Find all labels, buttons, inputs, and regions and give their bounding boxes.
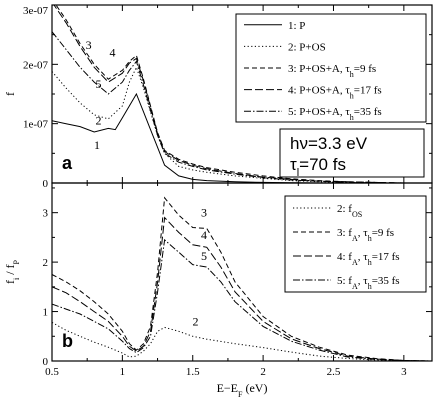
y-tick-label: 3e-07 [23,5,49,17]
series-line-3 [52,196,432,361]
curve-label: 4 [201,228,207,242]
x-tick-label: 3 [401,366,407,378]
legend-entry: 3: fA, τh=9 fs [337,227,394,243]
y-tick-label: 0 [43,178,49,190]
photon-energy-label: hν=3.3 eV [290,134,368,153]
curve-label: 2 [95,114,101,128]
info-box [279,128,425,178]
plot-frame [51,182,433,362]
legend-entry: 3: P+OS+A, τh=9 fs [288,63,376,79]
legend-box [284,195,427,293]
curve-label: 5 [201,249,207,263]
y-axis-label: f [3,92,17,96]
x-tick-label: 2 [260,366,266,378]
y-tick-label: 2e-07 [23,59,49,71]
pulse-duration-label: τl=70 fs [290,155,346,179]
x-axis-label: E−EF (eV) [217,381,268,399]
curve-label: 3 [86,38,92,52]
y-tick-label: 1e-07 [23,119,49,131]
y-tick-label: 2 [43,257,49,269]
x-tick-label: 1.5 [186,366,200,378]
x-tick-label: 1 [120,366,126,378]
series-line-5 [52,31,432,183]
legend-entry: 1: P [288,20,305,32]
panel-label: b [62,331,73,351]
legend-entry: 2: fOS [337,203,362,219]
panel-a: 0 1e-07 2e-07 3e-07 f a 1 2 3 4 5 1: P 2: P+OS 3: P+O… [3,4,433,190]
y-axis-label: fi / fP [3,259,21,284]
series-line-1 [52,92,432,183]
y-tick-label: 0 [43,356,49,368]
panel-label: a [62,153,73,173]
curve-label: 2 [193,314,199,328]
legend-entry: 5: fA, τh=35 fs [337,275,400,291]
legend-box [235,13,427,123]
series-line-2 [52,321,432,361]
x-tick-label: 0.5 [45,366,59,378]
legend-entry: 4: P+OS+A, τh=17 fs [288,85,382,101]
panel-b: 0.5 1 1.5 2 2.5 3 0 1 2 3 fi / fP E−EF (eV) b 2 3 4 5 2: … [3,182,433,399]
curve-label: 1 [94,138,100,152]
series-line-4 [52,216,432,361]
x-tick-label: 2.5 [327,366,341,378]
y-tick-label: 3 [43,208,49,220]
y-tick-label: 1 [43,307,49,319]
legend-entry: 5: P+OS+A, τh=35 fs [288,106,382,122]
legend-entry: 4: fA, τh=17 fs [337,251,400,267]
legend-entry: 2: P+OS [288,41,326,53]
curve-label: 3 [201,206,207,220]
curve-label: 5 [95,77,101,91]
series-line-5 [52,238,432,361]
curve-label: 4 [110,45,116,59]
